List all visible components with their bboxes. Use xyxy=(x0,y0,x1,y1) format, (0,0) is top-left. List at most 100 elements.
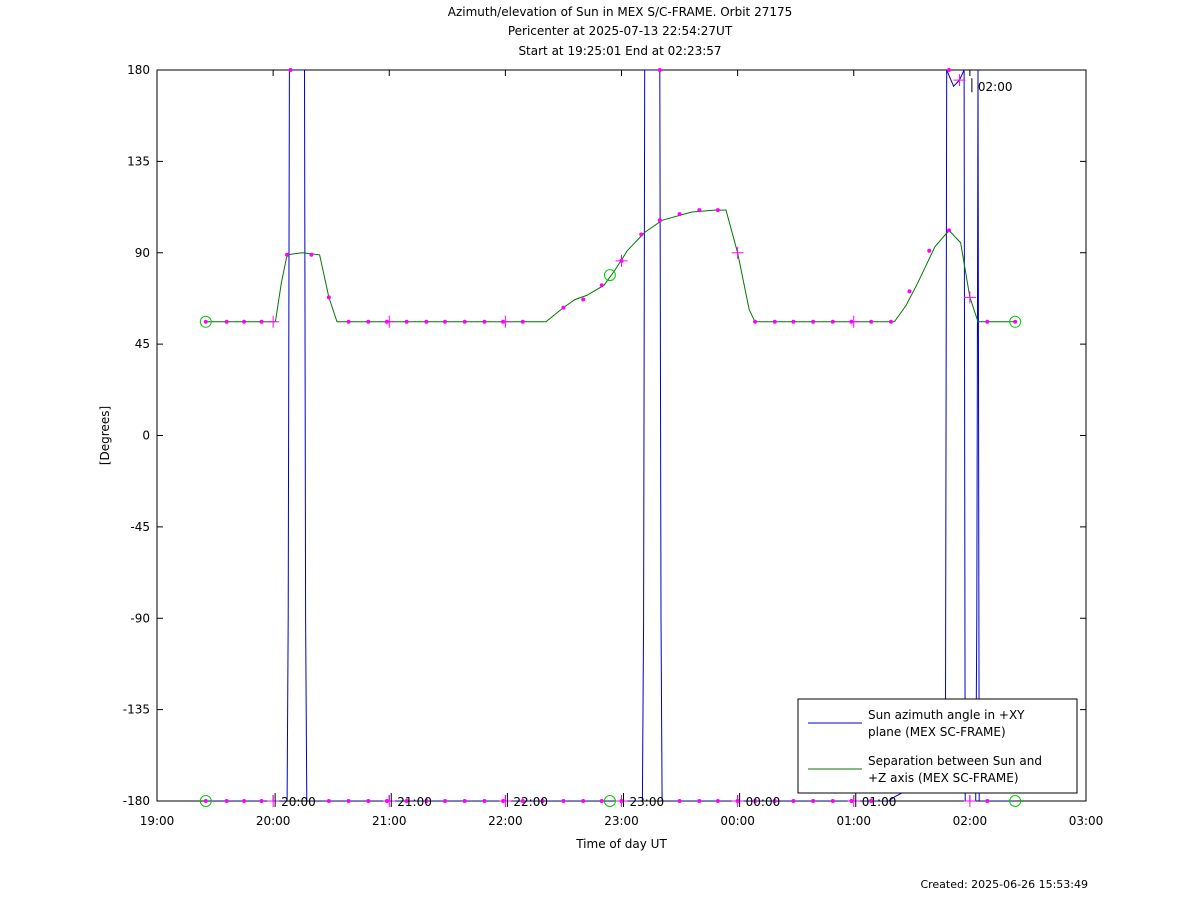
data-point-marker xyxy=(285,252,290,257)
annotation-label: 00:00 xyxy=(746,795,781,809)
data-point-marker xyxy=(697,799,702,803)
data-point-marker xyxy=(811,799,816,803)
data-point-marker xyxy=(946,68,951,72)
data-point-marker xyxy=(907,289,912,294)
data-point-marker xyxy=(404,799,409,803)
data-point-marker xyxy=(715,799,720,803)
data-point-marker xyxy=(326,295,331,300)
data-point-marker xyxy=(946,228,951,233)
hour-marker xyxy=(267,795,280,807)
data-point-marker xyxy=(927,248,932,253)
data-point-marker xyxy=(888,319,893,324)
data-point-marker xyxy=(657,218,662,223)
x-tick-label: 21:00 xyxy=(372,814,407,828)
event-circle-marker xyxy=(1009,795,1022,807)
x-tick-label: 20:00 xyxy=(256,814,291,828)
x-tick-label: 23:00 xyxy=(604,814,639,828)
data-point-marker xyxy=(259,799,264,803)
data-point-marker xyxy=(830,319,835,324)
hour-marker xyxy=(731,246,744,259)
y-tick-label: 180 xyxy=(127,63,150,77)
chart-title-line-3: Start at 19:25:01 End at 02:23:57 xyxy=(518,44,722,58)
hour-marker xyxy=(953,74,966,87)
hour-marker xyxy=(963,291,976,304)
data-point-marker xyxy=(599,283,604,288)
data-point-marker xyxy=(288,68,293,72)
y-tick-label: -90 xyxy=(130,611,150,625)
annotation-label: 02:00 xyxy=(978,80,1013,94)
data-point-marker xyxy=(561,305,566,310)
legend-box xyxy=(797,698,1078,794)
series-azimuth-line xyxy=(205,70,1016,801)
hour-marker xyxy=(615,254,628,267)
data-point-marker xyxy=(581,297,586,302)
data-point-marker xyxy=(424,319,429,324)
data-point-marker xyxy=(520,799,525,803)
data-point-marker xyxy=(462,799,467,803)
y-tick-label: -45 xyxy=(130,520,150,534)
annotation-label: 20:00 xyxy=(281,795,316,809)
data-point-marker xyxy=(462,319,467,324)
data-point-marker xyxy=(657,68,662,72)
data-point-marker xyxy=(203,799,208,803)
data-point-marker xyxy=(540,799,545,803)
event-circle-marker xyxy=(603,795,616,807)
data-point-marker xyxy=(242,799,247,803)
data-point-marker xyxy=(753,799,758,803)
hour-marker xyxy=(847,795,860,807)
data-point-marker xyxy=(259,319,264,324)
data-point-marker xyxy=(561,799,566,803)
data-point-marker xyxy=(224,319,229,324)
data-point-marker xyxy=(985,799,990,803)
y-tick-label: 90 xyxy=(135,246,150,260)
hour-marker xyxy=(383,795,396,807)
series-separation-line xyxy=(205,209,1016,323)
hour-marker xyxy=(847,315,860,328)
y-axis-label: [Degrees] xyxy=(98,406,112,465)
y-tick-label: -135 xyxy=(123,703,150,717)
y-tick-label: 135 xyxy=(127,154,150,168)
hour-marker xyxy=(499,795,512,807)
data-point-marker xyxy=(715,208,720,213)
data-point-marker xyxy=(242,319,247,324)
hour-marker xyxy=(499,315,512,328)
chart-title-line-2: Pericenter at 2025-07-13 22:54:27UT xyxy=(507,24,733,38)
hour-marker xyxy=(731,795,744,807)
legend-label: Sun azimuth angle in +XY plane (MEX SC-FR… xyxy=(868,708,1025,739)
event-circle-marker xyxy=(603,269,616,282)
data-point-marker xyxy=(482,799,487,803)
data-point-marker xyxy=(346,799,351,803)
data-point-marker xyxy=(366,799,371,803)
x-tick-label: 19:00 xyxy=(140,814,175,828)
x-tick-label: 22:00 xyxy=(488,814,523,828)
data-point-marker xyxy=(697,208,702,213)
annotation-label: 22:00 xyxy=(513,795,548,809)
data-point-marker xyxy=(772,799,777,803)
data-point-marker xyxy=(677,212,682,217)
data-point-marker xyxy=(869,799,874,803)
x-tick-label: 03:00 xyxy=(1069,814,1104,828)
data-point-marker xyxy=(791,799,796,803)
hour-marker xyxy=(267,315,280,328)
annotation-label: 23:00 xyxy=(630,795,665,809)
data-point-marker xyxy=(599,799,604,803)
data-point-marker xyxy=(639,232,644,237)
x-tick-label: 02:00 xyxy=(953,814,988,828)
x-axis-label: Time of day UT xyxy=(575,837,667,851)
data-point-marker xyxy=(772,319,777,324)
data-point-marker xyxy=(985,319,990,324)
hour-marker xyxy=(383,315,396,328)
data-point-marker xyxy=(442,319,447,324)
event-circle-marker xyxy=(1009,315,1022,328)
hour-marker xyxy=(615,795,628,807)
data-point-marker xyxy=(482,319,487,324)
data-point-marker xyxy=(869,319,874,324)
data-point-marker xyxy=(203,319,208,324)
annotation-label: 21:00 xyxy=(397,795,432,809)
annotation-label: 01:00 xyxy=(862,795,897,809)
created-timestamp: Created: 2025-06-26 15:53:49 xyxy=(920,878,1088,891)
data-point-marker xyxy=(224,799,229,803)
data-point-marker xyxy=(753,319,758,324)
data-point-marker xyxy=(1013,319,1018,324)
data-point-marker xyxy=(581,799,586,803)
